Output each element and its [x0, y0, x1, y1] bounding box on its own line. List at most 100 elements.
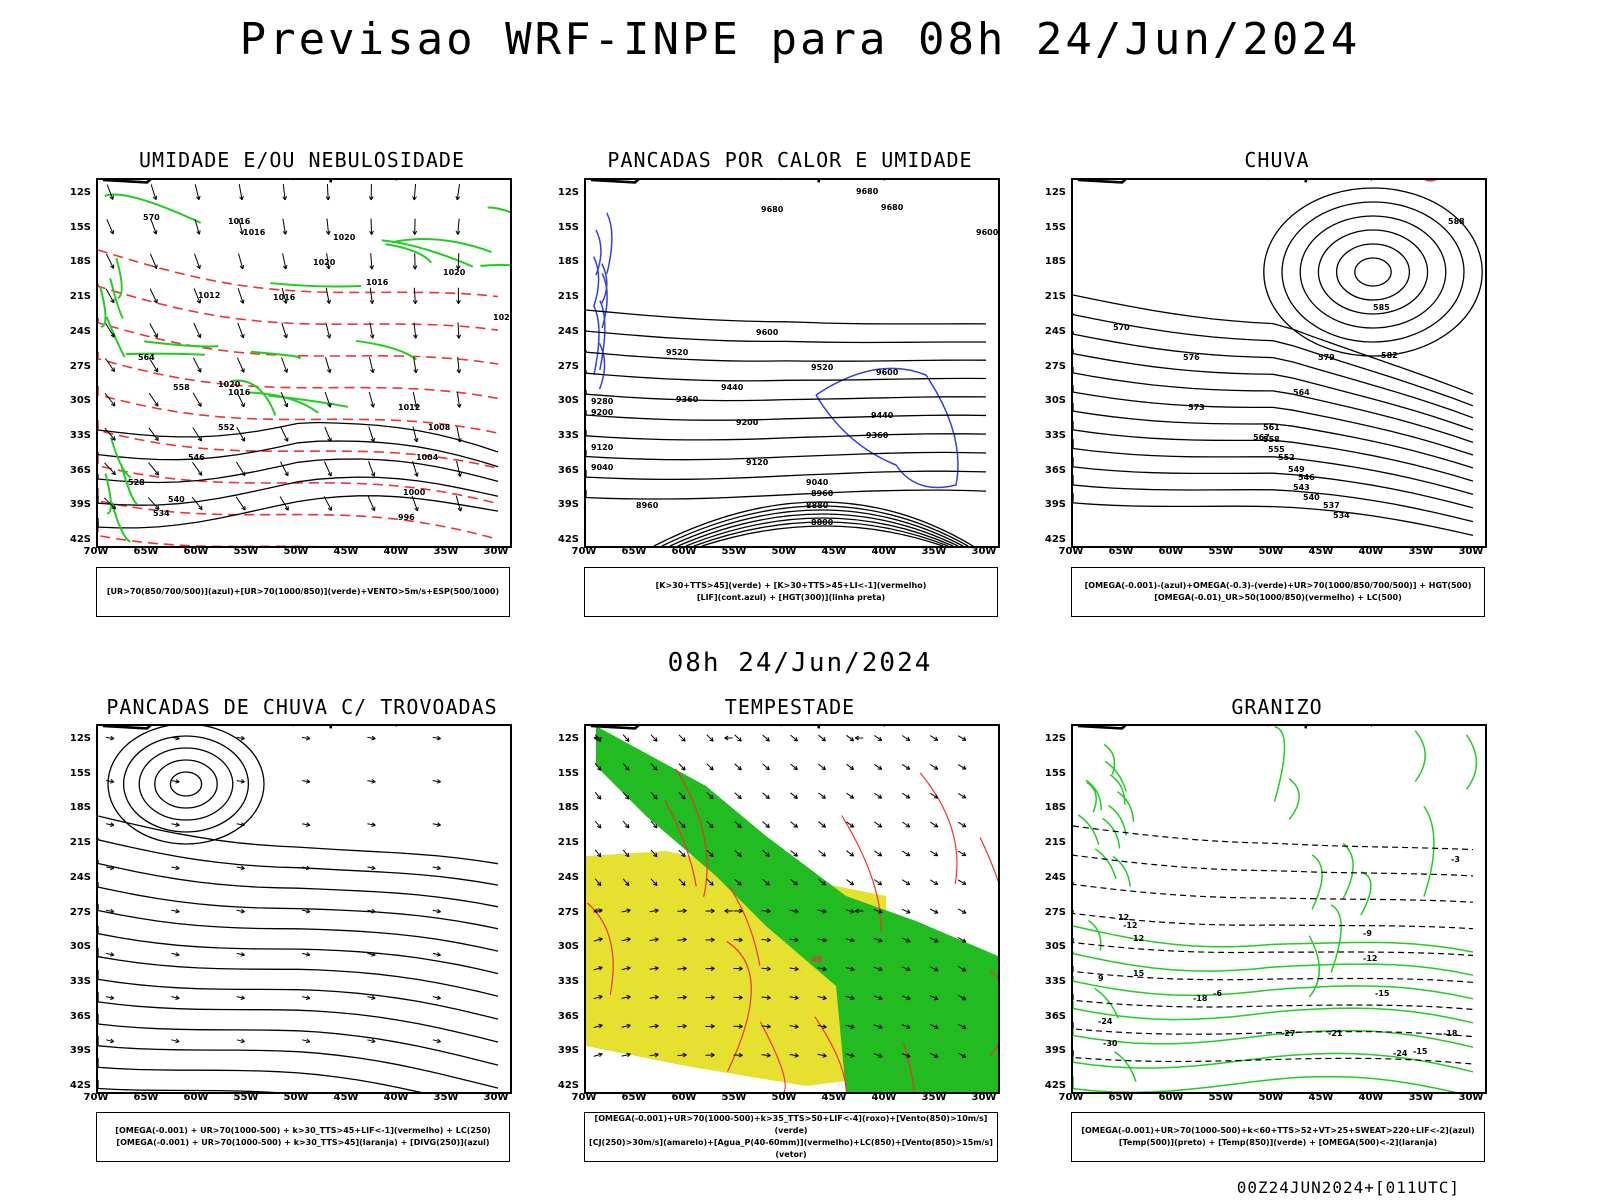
lat-tick-label: 15S — [1044, 221, 1066, 233]
lon-tick-label: 40W — [1358, 546, 1384, 557]
contour-label: 9440 — [721, 383, 744, 392]
contour-label: -21 — [1328, 1029, 1343, 1038]
lat-tick-label: 24S — [1044, 871, 1066, 883]
contour-label: 15 — [1133, 969, 1145, 978]
lon-tick-label: 65W — [1108, 546, 1134, 557]
contour-label: 40 — [811, 955, 823, 964]
lat-tick-label: 21S — [1044, 291, 1066, 303]
forecast-map: 588 585 582 579 576 573 570 567 564 561 558 555 552 5… — [1071, 178, 1487, 548]
contour-label: 579 — [1318, 353, 1335, 362]
contour-label: -18 — [1443, 1029, 1458, 1038]
lat-tick-label: 39S — [557, 499, 579, 511]
lat-tick-label: 36S — [69, 1010, 91, 1022]
contour-label: 1012 — [198, 291, 220, 300]
lat-tick-label: 12S — [557, 187, 579, 198]
contour-label: 9680 — [856, 187, 879, 196]
contour-label: 1016 — [228, 388, 251, 397]
panel-legend: [OMEGA(-0.001)+UR>70(1000-500)+k>35_TTS>… — [584, 1112, 998, 1162]
lat-tick-label: 18S — [557, 256, 579, 268]
contour-label: 1016 — [366, 278, 389, 287]
lat-tick-label: 42S — [1044, 534, 1066, 545]
panel-title: UMIDADE E/OU NEBULOSIDADE — [138, 148, 466, 172]
lon-tick-label: 70W — [1058, 1092, 1084, 1103]
lon-tick-label: 40W — [871, 546, 897, 557]
lat-tick-label: 21S — [69, 837, 91, 849]
contour-label: 9520 — [666, 348, 689, 357]
lon-tick-label: 45W — [1308, 1092, 1334, 1103]
lon-tick-label: 40W — [383, 546, 409, 557]
contour-label: 534 — [1333, 511, 1350, 520]
contour-label: 546 — [188, 453, 205, 462]
lon-tick-label: 35W — [921, 546, 947, 557]
contour-label: 564 — [1293, 388, 1310, 397]
contour-label: 558 — [173, 383, 190, 392]
contour-label: 1000 — [403, 488, 426, 497]
contour-label: 585 — [1373, 303, 1390, 312]
lat-tick-label: 18S — [1044, 802, 1066, 814]
contour-label: 9680 — [881, 203, 904, 212]
lon-tick-label: 35W — [1408, 546, 1434, 557]
panel-title: TEMPESTADE — [724, 695, 856, 719]
map-canvas — [98, 726, 499, 1092]
legend-line: [OMEGA(-0.01)_UR>50(1000/850)(vermelho) … — [1154, 593, 1402, 602]
contour-label: 576 — [1183, 353, 1200, 362]
lon-tick-label: 55W — [233, 1092, 259, 1103]
lon-tick-label: 45W — [1308, 546, 1334, 557]
lat-tick-label: 18S — [69, 802, 91, 814]
lat-tick-label: 33S — [69, 975, 91, 987]
contour-label: 9360 — [676, 395, 699, 404]
contour-label: 1020 — [313, 258, 336, 267]
lat-tick-label: 24S — [69, 325, 91, 337]
contour-label: 570 — [1113, 323, 1130, 332]
lat-tick-label: 39S — [69, 499, 91, 511]
main-title: Previsao WRF-INPE para 08h 24/Jun/2024 — [239, 14, 1361, 65]
lat-tick-label: 42S — [1044, 1080, 1066, 1091]
contour-label: 540 — [1303, 493, 1320, 502]
contour-label: 9520 — [811, 363, 834, 372]
lat-tick-label: 15S — [69, 221, 91, 233]
contour-label: 9040 — [806, 478, 829, 487]
lon-tick-label: 60W — [1158, 546, 1184, 557]
lon-tick-label: 70W — [571, 546, 597, 557]
lat-tick-label: 24S — [1044, 325, 1066, 337]
lat-tick-label: 27S — [557, 360, 579, 372]
lat-tick-label: 36S — [557, 1010, 579, 1022]
lat-tick-label: 36S — [1044, 464, 1066, 476]
lon-tick-label: 70W — [83, 1092, 109, 1103]
lat-tick-label: 18S — [557, 802, 579, 814]
lat-tick-label: 36S — [1044, 1010, 1066, 1022]
contour-label: 9280 — [591, 397, 614, 406]
contour-label: 1020 — [218, 380, 241, 389]
contour-label: 9200 — [736, 418, 759, 427]
lon-tick-label: 35W — [433, 546, 459, 557]
lat-tick-label: 30S — [557, 941, 579, 953]
contour-label: 570 — [143, 213, 160, 222]
forecast-map — [96, 724, 512, 1094]
lat-tick-label: 24S — [69, 871, 91, 883]
forecast-map: 9680 9680 9680 9600 9600 9600 9520 9520 9440 9440… — [584, 178, 1000, 548]
lat-tick-label: 21S — [557, 837, 579, 849]
lon-tick-label: 35W — [1408, 1092, 1434, 1103]
map-canvas: 40 — [586, 726, 998, 1092]
lat-tick-label: 30S — [1044, 941, 1066, 953]
lon-tick-label: 50W — [283, 1092, 309, 1103]
contour-label: -27 — [1281, 1029, 1295, 1038]
lat-tick-label: 30S — [557, 395, 579, 407]
lat-tick-label: 42S — [557, 1080, 579, 1091]
lat-tick-label: 24S — [557, 871, 579, 883]
legend-line: [OMEGA(-0.001)-(azul)+OMEGA(-0.3)-(verde… — [1084, 581, 1472, 590]
lat-tick-label: 36S — [69, 464, 91, 476]
contour-label: 552 — [1278, 453, 1295, 462]
lon-tick-label: 55W — [721, 1092, 747, 1103]
run-time-label: 00Z24JUN2024+[011UTC] — [1236, 1178, 1460, 1197]
contour-label: -24 — [1393, 1049, 1408, 1058]
contour-label: -12 — [1363, 954, 1377, 963]
lat-tick-label: 30S — [69, 941, 91, 953]
lon-tick-label: 30W — [971, 546, 997, 557]
panel-legend: [K>30+TTS>45](verde) + [K>30+TTS>45+LI<-… — [584, 567, 998, 617]
lat-tick-label: 39S — [1044, 1045, 1066, 1057]
lat-tick-label: 30S — [69, 395, 91, 407]
contour-label: 9120 — [591, 443, 614, 452]
contour-label: 1004 — [416, 453, 439, 462]
